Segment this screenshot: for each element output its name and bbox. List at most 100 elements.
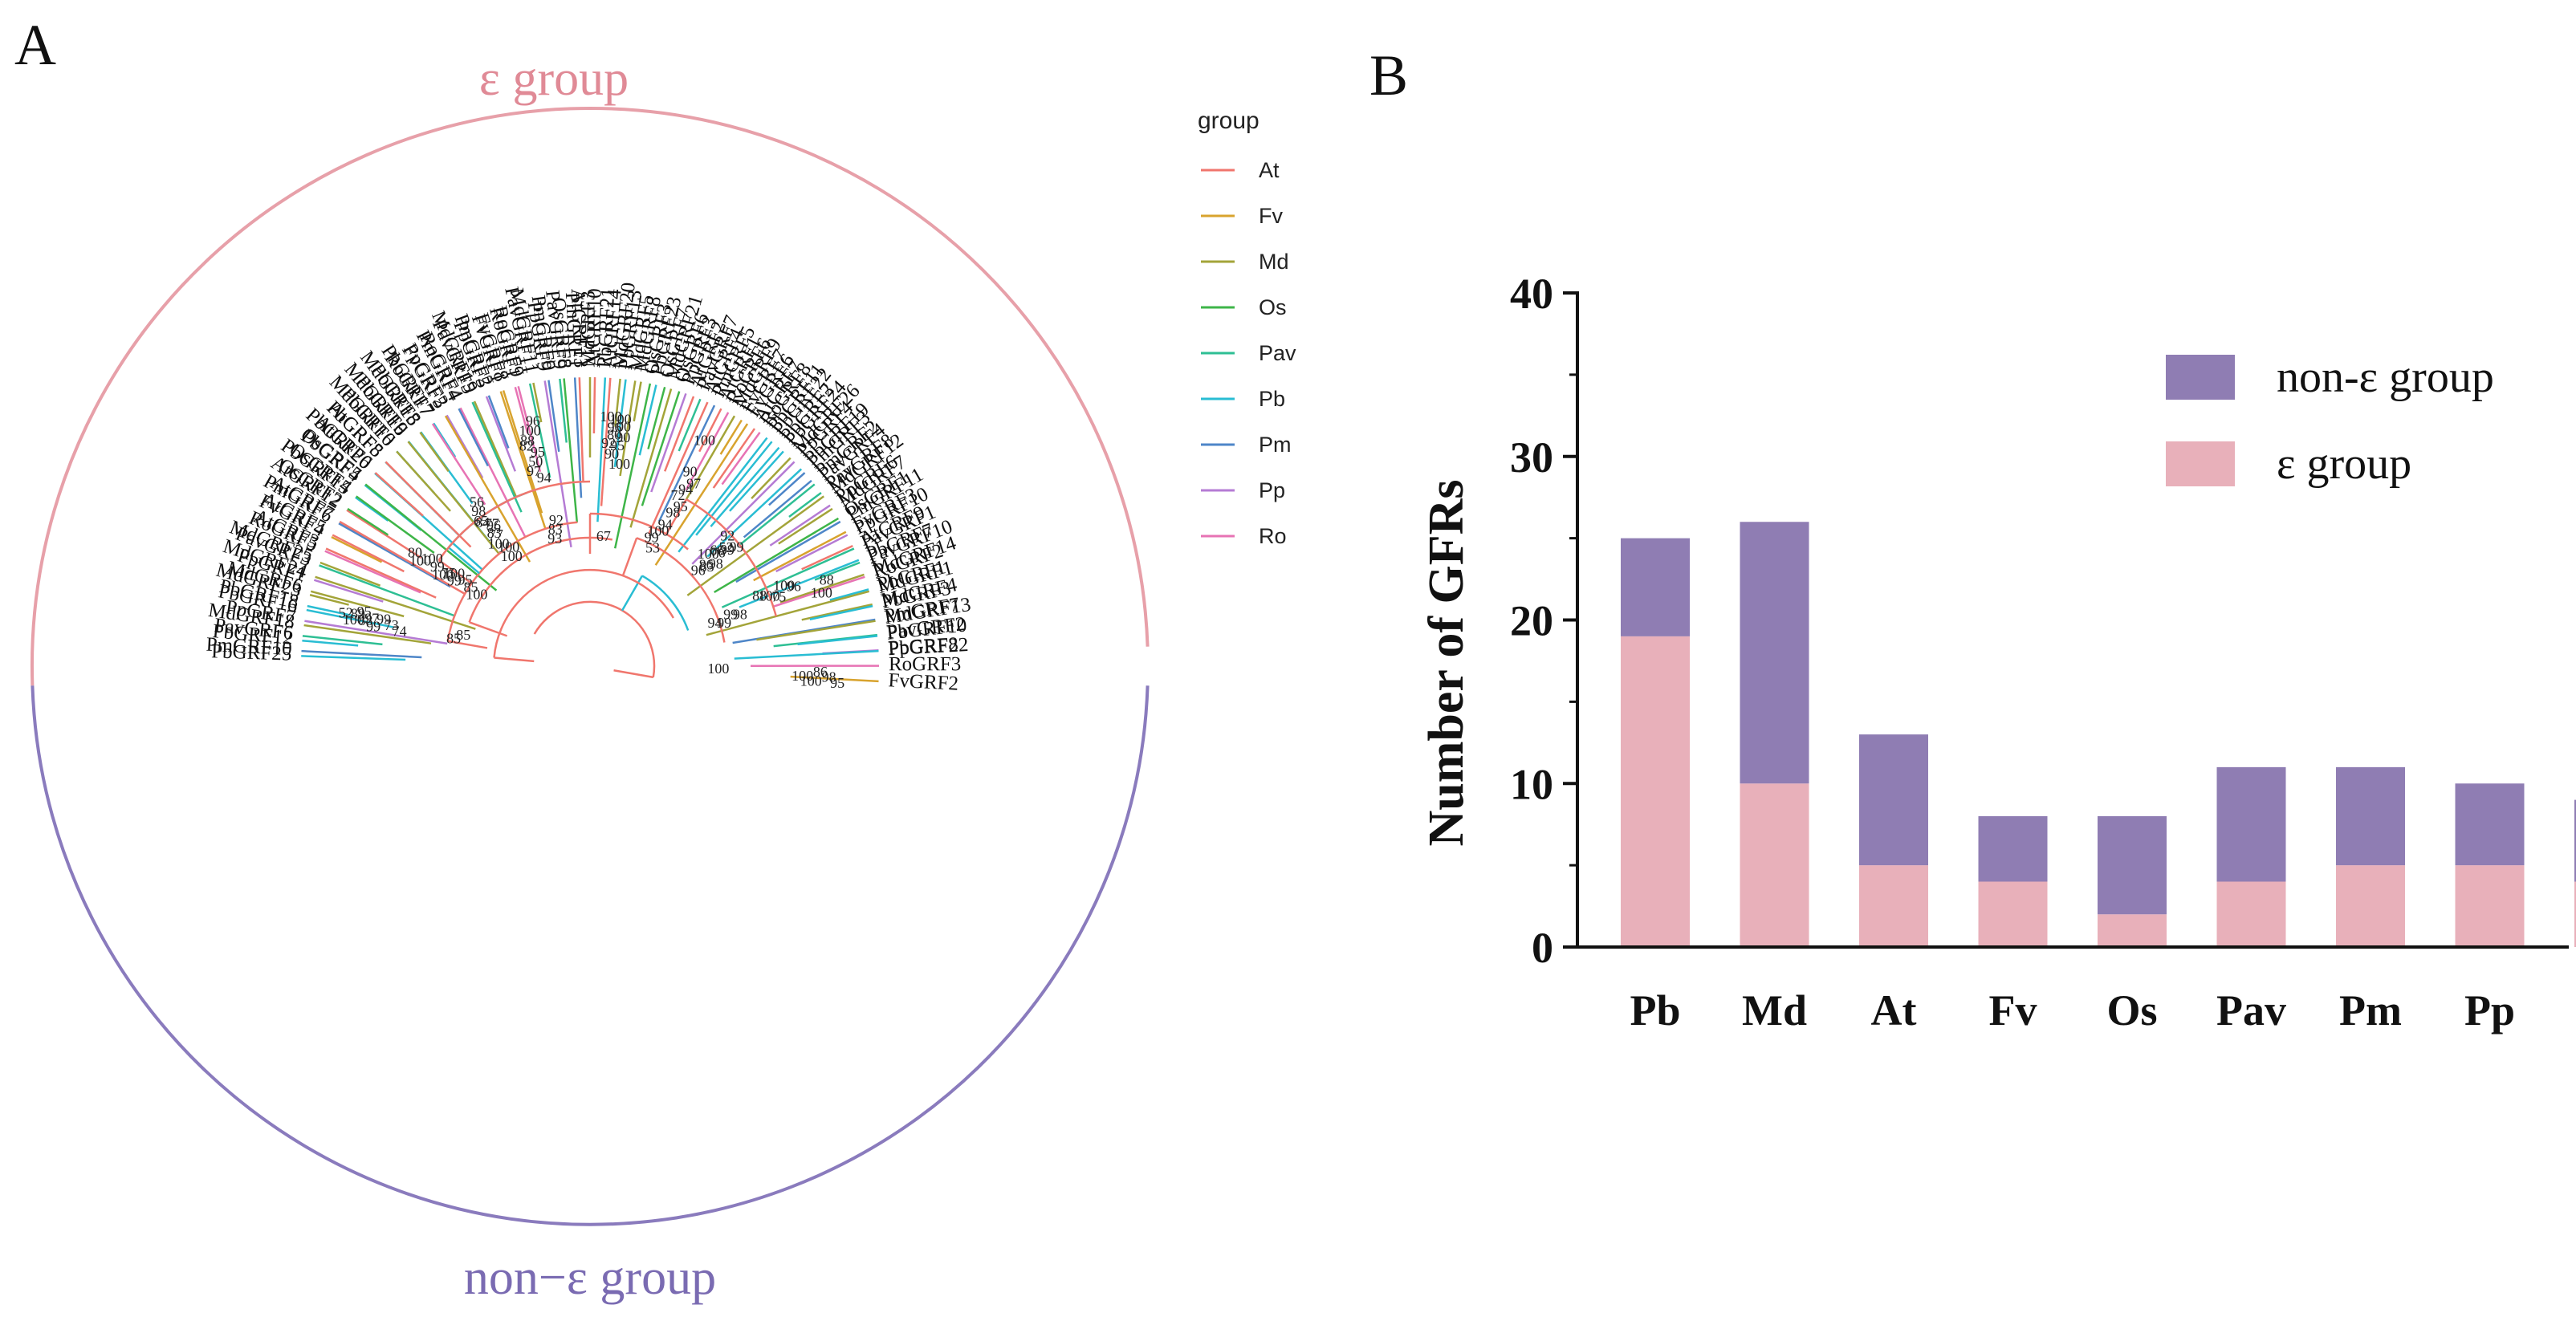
bar-legend-label: non-ɛ group: [2277, 352, 2494, 402]
bootstrap-value: 85: [446, 631, 461, 647]
tree-internal-branch: [468, 536, 613, 623]
bootstrap-value: 95: [674, 498, 688, 514]
bootstrap-value: 98: [471, 503, 486, 519]
bootstrap-value: 100: [519, 423, 541, 439]
tree-branch: [319, 564, 455, 617]
bootstrap-value: 86: [699, 556, 714, 572]
bootstrap-value: 95: [458, 571, 473, 587]
eps-group-arc: [30, 106, 1150, 686]
bootstrap-value: 56: [470, 494, 484, 510]
bootstrap-value: 72: [670, 487, 685, 503]
bootstrap-value: 98: [665, 504, 680, 520]
tree-branch: [706, 468, 803, 558]
bootstrap-value: 99: [717, 615, 731, 631]
bar-segment: [1740, 522, 1809, 784]
tree-branch: [685, 415, 736, 500]
bootstrap-value: 67: [596, 528, 611, 544]
bar-chart: Number of GFRs PbMdAtFvOsPavPmPpRo010203…: [1419, 270, 2576, 1034]
tree-branch: [517, 385, 542, 473]
bar-segment: [2574, 799, 2576, 882]
bootstrap-value: 50: [528, 453, 543, 469]
tree-internal-branch: [437, 480, 591, 561]
bootstrap-value: 98: [822, 669, 836, 685]
tree-branch: [732, 618, 876, 644]
tree-leaf-label: PpGRF8: [888, 634, 959, 660]
tree-branch: [678, 437, 768, 553]
bootstrap-value: 76: [711, 545, 726, 561]
tree-branch: [641, 391, 681, 506]
tree-legend-label: Pav: [1259, 341, 1296, 365]
tree-internal-branch: [621, 537, 638, 576]
tree-branch: [306, 608, 394, 628]
bootstrap-value: 73: [385, 617, 399, 633]
bootstrap-value: 100: [343, 612, 364, 628]
tree-leaf-label: AtGRF13: [567, 288, 592, 368]
bootstrap-value: 96: [787, 579, 801, 595]
bootstrap-value: 88: [820, 572, 834, 588]
bootstrap-value: 99: [729, 539, 743, 555]
tree-branch: [307, 604, 355, 617]
tree-internal-branch: [447, 640, 488, 649]
tree-internal-branch: [494, 656, 535, 663]
bootstrap-value: 95: [830, 675, 844, 691]
tree-branch: [374, 472, 424, 517]
tree-branch: [338, 522, 451, 588]
bootstrap-value: 66: [710, 543, 724, 559]
tree-branches: [301, 377, 880, 683]
bar-legend-swatch: [2166, 355, 2235, 400]
tree-legend-label: Pb: [1259, 387, 1285, 411]
tree-branch: [309, 594, 349, 606]
tree-leaf-label: RoGRF3: [889, 653, 961, 675]
bootstrap-value: 83: [548, 522, 563, 538]
bootstrap-value: 100: [647, 523, 669, 539]
tree-legend-label: Fv: [1259, 204, 1283, 228]
bootstrap-value: 52: [339, 604, 353, 620]
bootstrap-value: 100: [432, 567, 454, 583]
bootstrap-value: 96: [526, 413, 540, 429]
bootstrap-value: 100: [498, 539, 519, 555]
tree-branch: [775, 534, 848, 573]
bar-segment: [1859, 734, 1928, 866]
bootstrap-value: 100: [609, 418, 631, 434]
bootstrap-value: 96: [691, 562, 706, 578]
bootstrap-value: 100: [608, 456, 630, 472]
bootstrap-value: 86: [813, 664, 828, 680]
bootstrap-value: 65: [474, 513, 488, 529]
tree-branch: [614, 378, 621, 427]
tree-branch: [563, 378, 579, 522]
bootstrap-value: 100: [792, 668, 813, 684]
tree-branch: [364, 483, 498, 591]
tree-branch: [419, 432, 450, 473]
tree-internal-branch: [533, 600, 656, 678]
tree-branch: [471, 401, 523, 513]
tree-branch: [310, 590, 405, 618]
bar-segment: [2336, 766, 2405, 866]
bootstrap-value: 85: [464, 579, 478, 595]
bootstrap-value: 95: [531, 444, 545, 460]
tree-leaf-label: AtGRF10: [583, 288, 606, 368]
x-tick-label: Os: [2106, 986, 2157, 1034]
tree-branch: [778, 507, 833, 545]
tree-branch: [347, 507, 389, 536]
tree-branch: [485, 396, 516, 472]
x-tick-label: At: [1871, 986, 1917, 1034]
bootstrap-value: 82: [519, 437, 534, 453]
tree-branch: [444, 415, 531, 563]
bar-segment: [2216, 766, 2286, 882]
tree-branch: [691, 461, 796, 565]
bootstrap-value: 98: [733, 607, 747, 623]
tree-branch: [753, 530, 847, 582]
y-tick-label: 40: [1510, 270, 1553, 318]
tree-branch: [710, 446, 780, 527]
tree-legend-label: Md: [1259, 250, 1289, 274]
bootstrap-value: 77: [485, 515, 499, 531]
bar-legend-swatch: [2166, 441, 2235, 486]
tree-branch: [528, 383, 551, 478]
tree-leaf-label: PbGRF25: [211, 640, 292, 665]
tree-legend-label: Pm: [1259, 433, 1292, 457]
bootstrap-value: 100: [800, 673, 822, 689]
bootstrap-value: 99: [430, 559, 445, 575]
tree-branch: [712, 428, 756, 489]
tree-internal-branch: [493, 568, 674, 658]
